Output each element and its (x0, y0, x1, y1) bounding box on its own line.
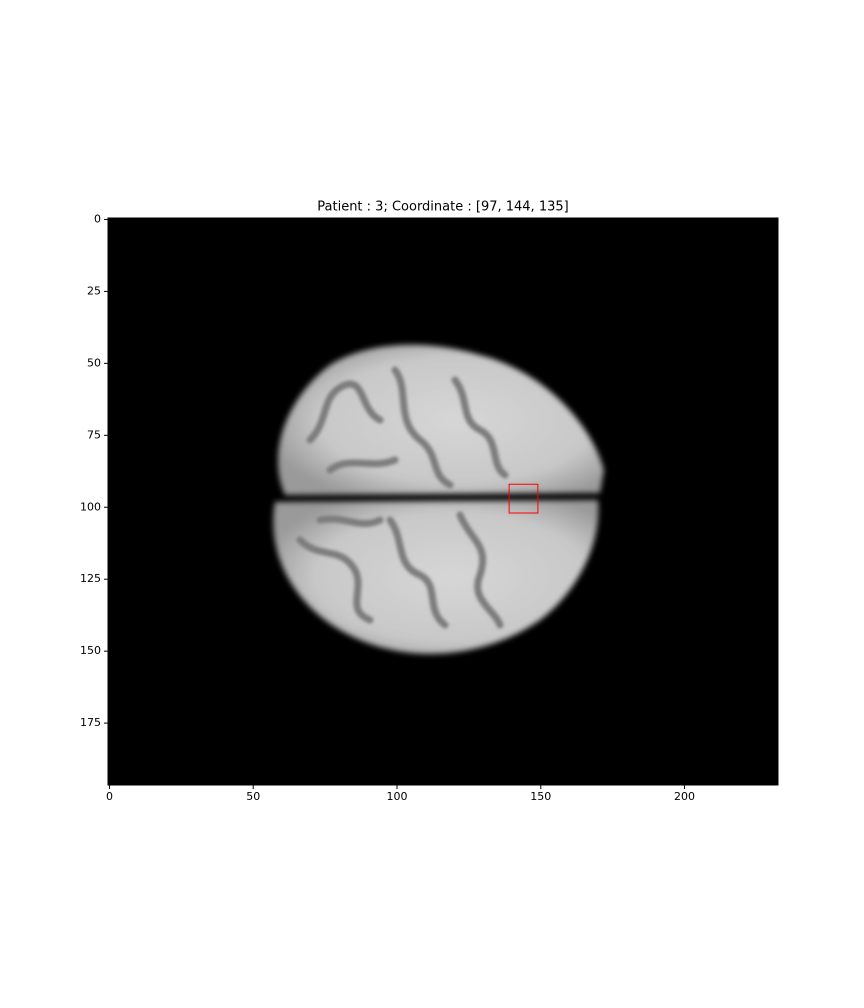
axes-frame (107, 217, 779, 786)
y-tick-label: 0 (94, 212, 101, 225)
y-tick-label: 100 (80, 500, 101, 513)
x-tick-label: 200 (674, 790, 695, 803)
sulci (296, 366, 509, 629)
x-tick-label: 100 (386, 790, 407, 803)
chart-title: Patient : 3; Coordinate : [97, 144, 135] (317, 200, 568, 215)
brain (273, 344, 604, 654)
y-tick-label: 50 (87, 356, 101, 369)
roi-box (508, 483, 539, 514)
x-tick-label: 150 (530, 790, 551, 803)
x-tick-label: 50 (246, 790, 260, 803)
y-tick-label: 25 (87, 284, 101, 297)
image (108, 218, 778, 785)
y-tick-label: 175 (80, 716, 101, 729)
x-tick-label: 0 (106, 790, 113, 803)
y-tick-label: 150 (80, 644, 101, 657)
y-tick-label: 125 (80, 572, 101, 585)
y-tick-label: 75 (87, 428, 101, 441)
